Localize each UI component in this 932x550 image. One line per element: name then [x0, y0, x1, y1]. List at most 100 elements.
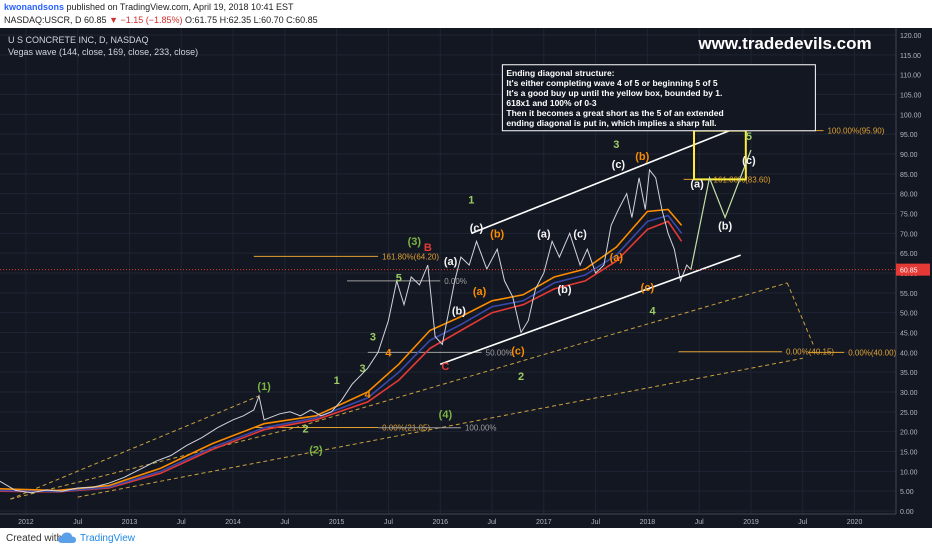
wave-label: (b)	[558, 284, 572, 296]
published-text: published on TradingView.com, April 19, …	[66, 2, 294, 12]
x-tick-label: Jul	[798, 519, 807, 526]
annotation-line: ending diagonal is put in, which implies…	[506, 118, 716, 128]
fib-level-label: 100.00%	[465, 424, 497, 433]
wave-label: (c)	[511, 345, 525, 357]
wave-label: (c)	[470, 222, 484, 234]
vegas-wave-line	[0, 220, 683, 493]
fan-line	[295, 282, 788, 429]
y-tick-label: 35.00	[900, 370, 918, 377]
y-tick-label: 25.00	[900, 410, 918, 417]
y-tick-label: 30.00	[900, 390, 918, 397]
wave-label: (c)	[742, 155, 756, 167]
projection-path	[690, 149, 752, 270]
annotation-line: It's either completing wave 4 of 5 or be…	[506, 78, 718, 88]
fib-level-label: 0.00%	[444, 277, 467, 286]
annotation-line: It's a good buy up until the yellow box,…	[506, 88, 722, 98]
symbol-label: NASDAQ:USCR, D	[4, 15, 82, 25]
y-tick-label: 85.00	[900, 172, 918, 179]
publisher-link[interactable]: kwonandsons	[4, 2, 65, 12]
price-change: ▼ −1.15 (−1.85%)	[109, 15, 183, 25]
x-tick-label: 2015	[329, 519, 345, 526]
x-tick-label: 2013	[122, 519, 138, 526]
wave-label: (2)	[309, 444, 323, 456]
last-price-label: 60.85	[900, 268, 918, 275]
wave-label: 2	[518, 371, 524, 383]
y-tick-label: 50.00	[900, 311, 918, 318]
y-tick-label: 110.00	[900, 73, 921, 80]
y-tick-label: 5.00	[900, 489, 914, 496]
x-tick-label: Jul	[591, 519, 600, 526]
fib-level-label: 0.00%(40.00)	[848, 348, 896, 357]
y-tick-label: 80.00	[900, 192, 918, 199]
price-series	[0, 168, 692, 494]
y-tick-label: 90.00	[900, 152, 918, 159]
wave-label: (a)	[444, 256, 458, 268]
wave-label: 4	[365, 389, 372, 401]
fib-level-label: 50.00%	[486, 348, 513, 357]
y-tick-label: 75.00	[900, 212, 918, 219]
footer: Created with TradingView	[0, 528, 932, 550]
y-tick-label: 10.00	[900, 469, 918, 476]
x-tick-label: 2019	[743, 519, 759, 526]
y-tick-label: 105.00	[900, 93, 922, 100]
price-chart[interactable]: 100.00%(95.90)161.80%(83.60)161.80%(64.2…	[0, 28, 932, 528]
y-tick-label: 40.00	[900, 350, 918, 357]
x-tick-label: Jul	[73, 519, 82, 526]
wave-label: (3)	[408, 236, 422, 248]
wave-label: 3	[359, 363, 365, 375]
publish-info: kwonandsons published on TradingView.com…	[4, 2, 294, 12]
wave-label: 5	[746, 131, 752, 143]
wave-label: 1	[334, 375, 340, 387]
watermark: www.tradedevils.com	[697, 34, 871, 53]
y-tick-label: 20.00	[900, 430, 918, 437]
x-tick-label: 2020	[847, 519, 863, 526]
symbol-info: NASDAQ:USCR, D 60.85 ▼ −1.15 (−1.85%) O:…	[4, 15, 318, 25]
y-axis: 0.00 5.00 10.00 15.00 20.00 25.00 30.00 35.00 40…	[895, 28, 932, 528]
last-price-badge	[896, 263, 930, 276]
y-tick-label: 0.00	[900, 509, 914, 516]
vegas-wave-lines	[0, 208, 683, 493]
y-axis-panel	[896, 28, 932, 528]
price-line	[0, 168, 692, 494]
wave-label: 4	[385, 347, 392, 359]
last-price-marker: 60.85	[0, 263, 930, 276]
tradingview-brand[interactable]: TradingView	[80, 533, 136, 544]
wave-label: 5	[396, 273, 402, 285]
annotation-box: Ending diagonal structure:It's either co…	[501, 64, 816, 132]
channel-line	[439, 254, 741, 365]
y-tick-label: 15.00	[900, 450, 918, 457]
x-tick-label: Jul	[695, 519, 704, 526]
y-tick-label: 115.00	[900, 53, 921, 60]
x-tick-label: 2012	[18, 519, 34, 526]
fib-level-label: 100.00%(95.90)	[827, 127, 884, 136]
wave-label: (c)	[612, 159, 626, 171]
y-tick-label: 55.00	[900, 291, 918, 298]
fib-level-label: 161.80%(64.20)	[382, 252, 439, 261]
annotation-line: Ending diagonal structure:	[506, 68, 614, 78]
wave-label: 3	[613, 139, 619, 151]
created-with-text: Created with	[6, 533, 63, 544]
y-tick-label: 65.00	[900, 251, 918, 258]
annotation-line: Then it becomes a great short as the 5 o…	[506, 108, 723, 118]
y-tick-label: 45.00	[900, 331, 918, 338]
wave-label: 1	[468, 195, 474, 207]
ending-diagonal-channel	[439, 125, 741, 365]
fib-fan-lines	[10, 282, 814, 500]
wave-label: (b)	[635, 151, 649, 163]
wave-label: C	[441, 361, 449, 373]
wave-label: (a)	[690, 179, 704, 191]
wave-label: (b)	[718, 220, 732, 232]
annotation-frame	[501, 64, 816, 132]
y-tick-label: 95.00	[900, 132, 918, 139]
wave-label: (b)	[452, 306, 466, 318]
x-tick-label: Jul	[177, 519, 186, 526]
ohlc-values: O:61.75 H:62.35 L:60.70 C:60.85	[185, 15, 318, 25]
chart-subtitle: Vegas wave (144, close, 169, close, 233,…	[8, 47, 198, 57]
x-axis: 2012 Jul 2013 Jul 2014 Jul 2015 Jul 2016 Jul 2017 J…	[0, 513, 896, 526]
wave-label: B	[424, 242, 432, 254]
wave-label: (c)	[641, 282, 655, 294]
wave-label: (a)	[473, 286, 487, 298]
wave-label: 2	[303, 423, 309, 435]
channel-line	[471, 125, 741, 235]
